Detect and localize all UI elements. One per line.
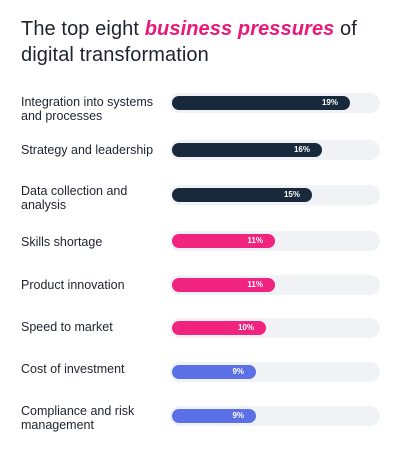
- data-label: 16%: [293, 145, 310, 154]
- bar-track: 9%: [170, 406, 380, 426]
- bar-track: 9%: [170, 362, 380, 382]
- category-label: Integration into systems and processes: [21, 95, 154, 123]
- title-highlight: business pressures: [144, 18, 335, 40]
- bar-track: 11%: [170, 275, 380, 295]
- bar-track: 15%: [170, 185, 380, 205]
- data-label: 19%: [321, 98, 338, 107]
- category-label: Data collection and analysis: [21, 184, 128, 212]
- category-label: Skills shortage: [21, 235, 103, 249]
- bar-track: 16%: [170, 140, 380, 160]
- category-label: Strategy and leadership: [21, 143, 154, 157]
- title-suffix: of digital transformation: [21, 18, 357, 66]
- bar: 16%: [172, 143, 322, 157]
- bar: 11%: [172, 278, 275, 292]
- bar: 15%: [172, 188, 312, 202]
- bar: 9%: [172, 365, 256, 379]
- data-label: 9%: [232, 367, 244, 376]
- data-label: 15%: [283, 190, 300, 199]
- data-label: 10%: [237, 323, 254, 332]
- bar: 9%: [172, 409, 256, 423]
- bar: 10%: [172, 321, 266, 335]
- category-label: Product innovation: [21, 278, 125, 292]
- category-label: Speed to market: [21, 320, 113, 334]
- bar-track: 10%: [170, 318, 380, 338]
- bar-track: 19%: [170, 93, 380, 113]
- data-label: 11%: [247, 280, 263, 289]
- title-prefix: The top eight: [21, 18, 145, 40]
- data-label: 11%: [247, 236, 263, 245]
- data-label: 9%: [232, 411, 244, 420]
- bar: 11%: [172, 234, 275, 248]
- category-label: Compliance and risk management: [21, 404, 135, 432]
- chart-title: The top eight business pressures of digi…: [21, 16, 391, 68]
- bar-track: 11%: [170, 231, 380, 251]
- category-label: Cost of investment: [21, 362, 125, 376]
- bar: 19%: [172, 96, 350, 110]
